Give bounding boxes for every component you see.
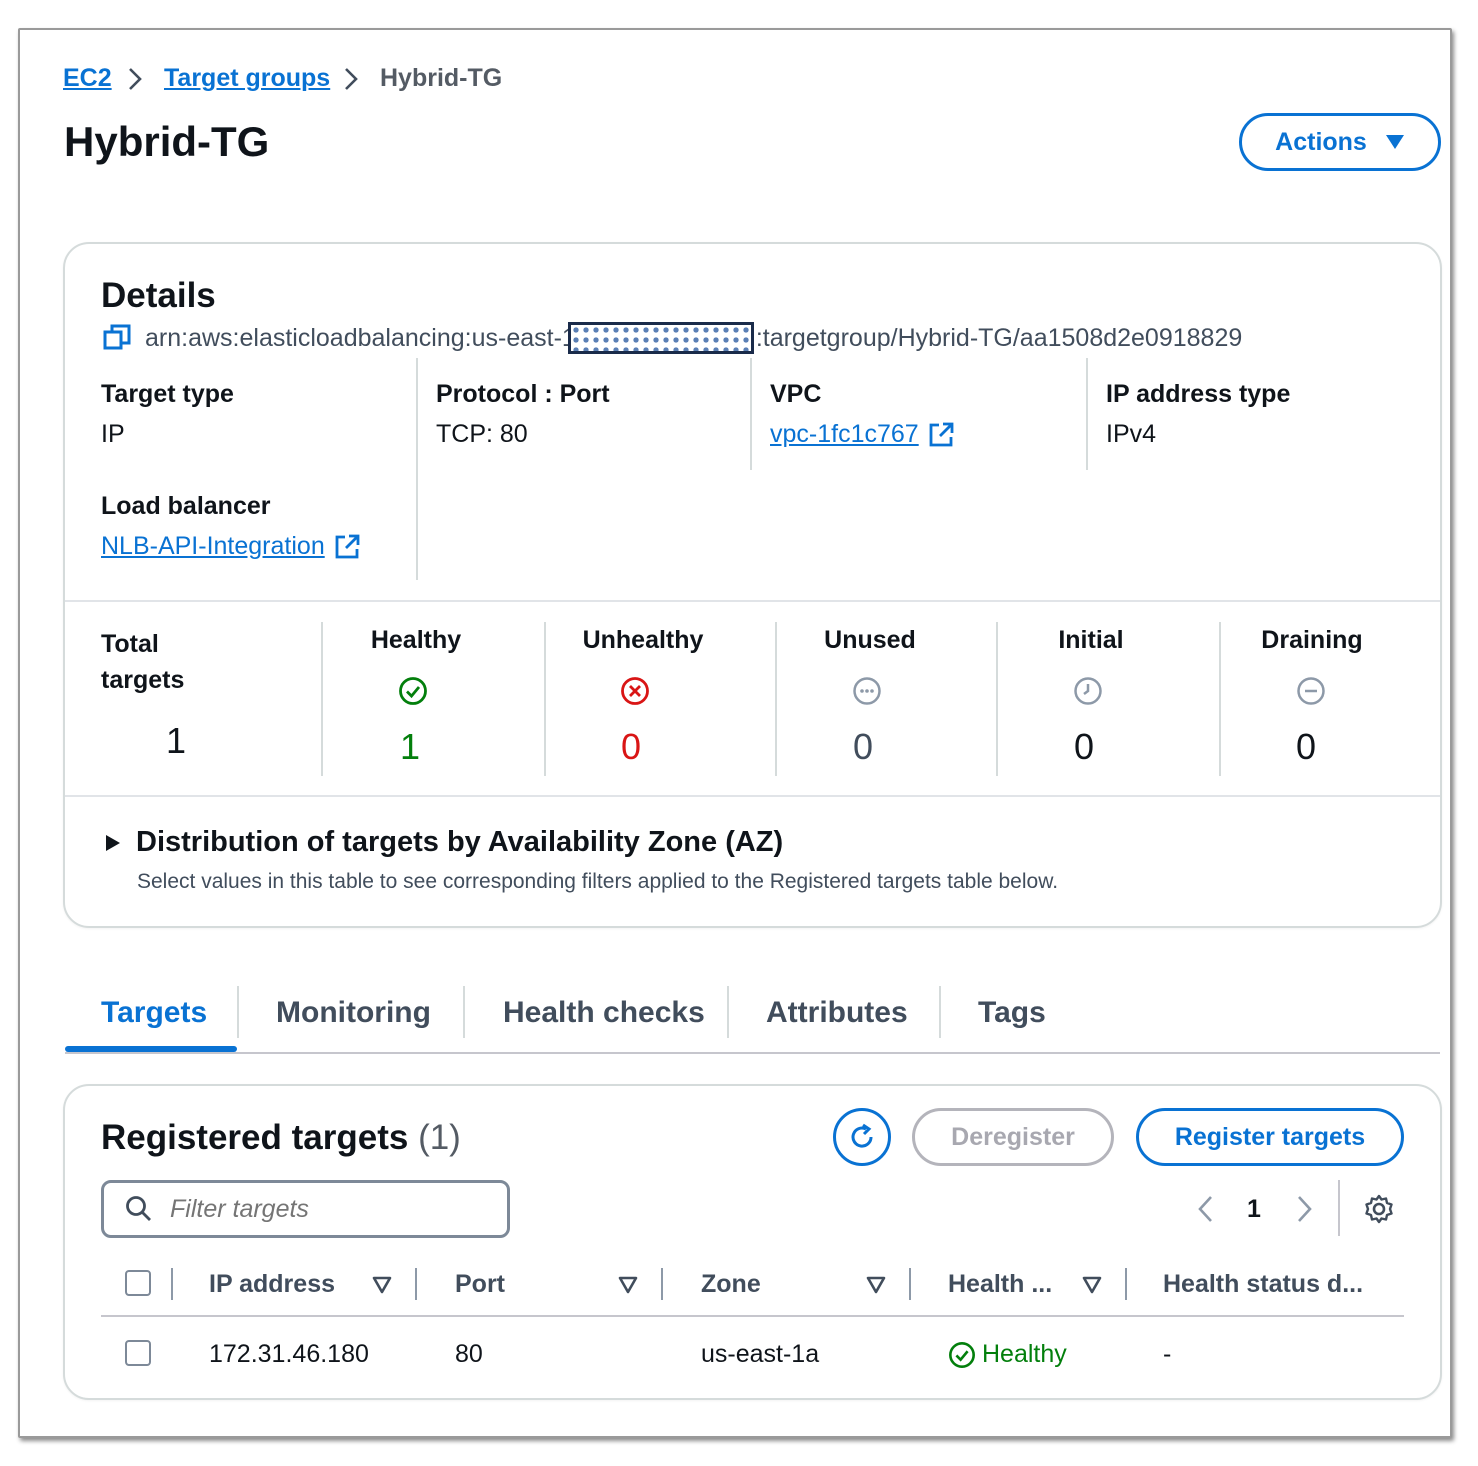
- details-title: Details: [101, 276, 216, 315]
- healthy-check-icon: [399, 677, 427, 705]
- distribution-description: Select values in this table to see corre…: [137, 870, 1059, 893]
- caret-down-icon: [1385, 135, 1404, 149]
- col-ip-address[interactable]: IP address: [209, 1270, 336, 1298]
- select-all-checkbox[interactable]: [125, 1270, 151, 1296]
- initial-count: 0: [1073, 726, 1095, 767]
- tab-tags[interactable]: Tags: [978, 996, 1046, 1029]
- cell-health-status: Healthy: [948, 1340, 1067, 1369]
- chevron-right-icon[interactable]: [1292, 1194, 1316, 1224]
- tab-health-checks[interactable]: Health checks: [503, 996, 705, 1029]
- unhealthy-count[interactable]: 0: [620, 726, 642, 767]
- vpc-label: VPC: [770, 380, 822, 408]
- breadcrumb-target-groups[interactable]: Target groups: [164, 64, 331, 92]
- cell-port: 80: [455, 1340, 483, 1368]
- target-type-value: IP: [101, 420, 125, 448]
- registered-targets-title: Registered targets (1): [101, 1118, 461, 1157]
- external-link-icon: [335, 534, 360, 558]
- details-card: [63, 242, 1442, 928]
- sort-down-icon[interactable]: [618, 1276, 638, 1294]
- draining-minus-icon: [1297, 677, 1325, 705]
- redaction-box: [567, 322, 754, 354]
- search-icon: [126, 1196, 151, 1221]
- protocol-port-label: Protocol : Port: [436, 380, 610, 408]
- refresh-button[interactable]: [833, 1108, 891, 1166]
- external-link-icon: [929, 422, 954, 446]
- copy-icon[interactable]: [103, 324, 131, 352]
- chevron-left-icon[interactable]: [1194, 1194, 1218, 1224]
- tab-targets[interactable]: Targets: [101, 996, 208, 1029]
- page-title: Hybrid-TG: [64, 118, 270, 165]
- sort-down-icon[interactable]: [866, 1276, 886, 1294]
- col-health-status[interactable]: Health ...: [948, 1270, 1053, 1298]
- vpc-value[interactable]: vpc-1fc1c767: [770, 420, 919, 448]
- healthy-count[interactable]: 1: [399, 726, 421, 767]
- cell-zone: us-east-1a: [701, 1340, 820, 1368]
- unused-ellipsis-icon: [853, 677, 881, 705]
- vpc-link[interactable]: vpc-1fc1c767: [770, 420, 955, 449]
- sort-down-icon[interactable]: [372, 1276, 392, 1294]
- col-health-status-details[interactable]: Health status d...: [1163, 1270, 1364, 1298]
- row-checkbox[interactable]: [125, 1340, 151, 1366]
- total-targets-label: Total targets: [101, 630, 185, 694]
- target-type-label: Target type: [101, 380, 234, 408]
- unused-label: Unused: [824, 626, 916, 654]
- draining-label: Draining: [1261, 626, 1363, 654]
- cell-health-status-details: -: [1163, 1340, 1172, 1368]
- page-number[interactable]: 1: [1247, 1195, 1261, 1223]
- breadcrumb-current: Hybrid-TG: [380, 64, 503, 92]
- tab-monitoring[interactable]: Monitoring: [276, 996, 431, 1029]
- chevron-right-icon: [345, 68, 358, 90]
- col-port[interactable]: Port: [455, 1270, 505, 1298]
- distribution-expander[interactable]: Distribution of targets by Availability …: [104, 826, 783, 859]
- col-zone[interactable]: Zone: [701, 1270, 761, 1298]
- breadcrumb-ec2[interactable]: EC2: [63, 64, 112, 92]
- cell-ip-address: 172.31.46.180: [209, 1340, 369, 1368]
- actions-button[interactable]: Actions: [1239, 113, 1441, 171]
- load-balancer-link[interactable]: NLB-API-Integration: [101, 532, 361, 561]
- draining-count: 0: [1295, 726, 1317, 767]
- health-status-text: Healthy: [982, 1340, 1067, 1368]
- arn-text: arn:aws:elasticloadbalancing:us-east-1 :…: [145, 322, 1242, 354]
- register-targets-button[interactable]: Register targets: [1136, 1108, 1404, 1166]
- tab-attributes[interactable]: Attributes: [766, 996, 908, 1029]
- actions-label: Actions: [1275, 127, 1367, 156]
- healthy-check-icon: [949, 1341, 975, 1368]
- registered-targets-count: (1): [418, 1118, 461, 1157]
- refresh-icon: [851, 1123, 873, 1148]
- arn-suffix: :targetgroup/Hybrid-TG/aa1508d2e0918829: [755, 323, 1243, 352]
- total-targets-value: 1: [165, 720, 187, 761]
- distribution-title: Distribution of targets by Availability …: [136, 826, 784, 858]
- unused-count: 0: [852, 726, 874, 767]
- gear-icon[interactable]: [1363, 1193, 1395, 1225]
- load-balancer-value[interactable]: NLB-API-Integration: [101, 532, 325, 560]
- caret-right-icon: [106, 834, 120, 851]
- ip-address-type-value: IPv4: [1106, 420, 1157, 448]
- initial-label: Initial: [1058, 626, 1124, 654]
- deregister-button[interactable]: Deregister: [912, 1108, 1114, 1166]
- arn-prefix: arn:aws:elasticloadbalancing:us-east-1: [145, 323, 576, 352]
- filter-targets-field[interactable]: [101, 1180, 510, 1238]
- protocol-port-value: TCP: 80: [436, 420, 528, 448]
- ip-address-type-label: IP address type: [1106, 380, 1291, 408]
- active-tab-indicator: [65, 1046, 237, 1052]
- chevron-right-icon: [129, 68, 142, 90]
- sort-down-icon[interactable]: [1082, 1276, 1102, 1294]
- healthy-label: Healthy: [370, 626, 462, 654]
- unhealthy-x-icon: [621, 677, 649, 705]
- initial-clock-icon: [1074, 677, 1102, 705]
- load-balancer-label: Load balancer: [101, 492, 271, 520]
- filter-targets-input[interactable]: [168, 1193, 472, 1225]
- unhealthy-label: Unhealthy: [582, 626, 704, 654]
